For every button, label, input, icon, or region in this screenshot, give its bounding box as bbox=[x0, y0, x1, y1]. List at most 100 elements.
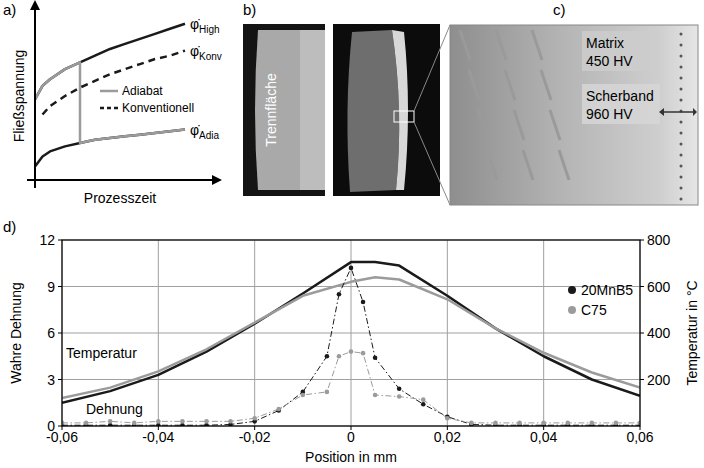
indent bbox=[680, 33, 683, 36]
series-marker bbox=[156, 419, 161, 424]
x-tick-label: -0,04 bbox=[142, 429, 174, 445]
x-axis bbox=[27, 179, 214, 181]
texture bbox=[523, 150, 533, 180]
panel-label: c) bbox=[553, 1, 566, 18]
legend-label: C75 bbox=[581, 302, 607, 318]
curve-label-sub: Konv bbox=[199, 51, 222, 62]
series-marker bbox=[204, 419, 209, 424]
plot-frame bbox=[62, 240, 640, 426]
y2-tick-label: 400 bbox=[647, 325, 671, 341]
series-marker bbox=[252, 416, 257, 421]
series-marker bbox=[180, 419, 185, 424]
series-line bbox=[35, 130, 185, 167]
legend-swatch bbox=[100, 90, 118, 93]
photo bbox=[333, 24, 440, 196]
series-marker bbox=[132, 421, 137, 426]
indent bbox=[680, 77, 683, 80]
series-marker bbox=[349, 349, 354, 354]
legend-swatch bbox=[568, 306, 576, 314]
y2-tick bbox=[640, 379, 644, 380]
zoom-box bbox=[394, 111, 414, 122]
x-axis-title: Prozesszeit bbox=[84, 190, 156, 206]
series-marker bbox=[565, 421, 570, 426]
zoom-line bbox=[414, 25, 450, 111]
legend-swatch bbox=[568, 286, 576, 294]
photo-label: Trennfläche bbox=[263, 73, 279, 147]
indent bbox=[680, 176, 683, 179]
series-marker bbox=[301, 393, 306, 398]
y-tick-label: 9 bbox=[47, 279, 55, 295]
indent bbox=[680, 154, 683, 157]
x-axis-title: Position in mm bbox=[305, 449, 397, 465]
annotation: Dehnung bbox=[86, 401, 143, 417]
indent bbox=[680, 55, 683, 58]
indent bbox=[680, 187, 683, 190]
photo-label: 960 HV bbox=[586, 106, 633, 122]
y2-tick-label: 600 bbox=[647, 279, 671, 295]
series-marker bbox=[84, 421, 89, 426]
indent bbox=[680, 143, 683, 146]
arrow bbox=[30, 0, 40, 10]
curve-label-sub: Adia bbox=[199, 130, 219, 141]
x-tick-label: 0,02 bbox=[434, 429, 461, 445]
curve-label-sub: High bbox=[199, 24, 220, 35]
curve-label: φ̇Konv bbox=[190, 43, 222, 62]
y-tick bbox=[58, 379, 62, 380]
indent bbox=[680, 99, 683, 102]
y2-tick bbox=[640, 240, 644, 241]
texture bbox=[505, 70, 515, 100]
y2-tick-label: 800 bbox=[647, 232, 671, 248]
figure: a)FließspannungProzesszeitφ̇Highφ̇Adiaφ̇… bbox=[0, 0, 704, 468]
series-marker bbox=[373, 393, 378, 398]
label-ground bbox=[582, 31, 652, 71]
series-marker bbox=[421, 402, 426, 407]
series-line bbox=[62, 268, 640, 425]
series-marker bbox=[541, 421, 546, 426]
y-axis bbox=[34, 8, 36, 188]
y-tick-label: 6 bbox=[47, 325, 55, 341]
y-tick-label: 3 bbox=[47, 372, 55, 388]
arrow-head bbox=[693, 108, 697, 116]
texture bbox=[487, 150, 497, 180]
texture bbox=[559, 150, 569, 180]
legend-label: 20MnB5 bbox=[581, 282, 633, 298]
series-marker bbox=[614, 421, 619, 426]
grid-line bbox=[62, 333, 640, 334]
series-marker bbox=[590, 421, 595, 426]
indent bbox=[680, 88, 683, 91]
texture bbox=[514, 110, 524, 140]
series-line bbox=[62, 352, 640, 423]
series-marker bbox=[517, 421, 522, 426]
curve-label: φ̇High bbox=[190, 16, 220, 35]
micrograph bbox=[450, 25, 698, 205]
photo-part bbox=[300, 30, 325, 190]
series-marker bbox=[325, 390, 330, 395]
series-marker bbox=[337, 354, 342, 359]
y-tick bbox=[58, 240, 62, 241]
series-marker bbox=[469, 421, 474, 426]
grid-line bbox=[62, 286, 640, 287]
indent bbox=[680, 198, 683, 201]
panel-label: b) bbox=[243, 1, 256, 18]
series-marker bbox=[421, 397, 426, 402]
texture bbox=[460, 30, 470, 60]
series-line bbox=[35, 24, 185, 100]
series-marker bbox=[397, 387, 402, 392]
series-marker bbox=[325, 354, 330, 359]
y-axis-title: Wahre Dehnung bbox=[8, 282, 24, 383]
arrow bbox=[664, 111, 693, 113]
texture bbox=[469, 70, 479, 100]
plot-marks bbox=[35, 24, 185, 167]
photo-part bbox=[255, 30, 325, 190]
x-tick-label: 0,06 bbox=[626, 429, 653, 445]
series-marker bbox=[349, 266, 354, 271]
series-marker bbox=[493, 421, 498, 426]
plot-marks bbox=[62, 262, 640, 426]
indent bbox=[680, 66, 683, 69]
x-tick-label: -0,02 bbox=[239, 429, 271, 445]
photo-label: 450 HV bbox=[586, 53, 633, 69]
texture bbox=[550, 110, 560, 140]
series-marker bbox=[276, 407, 281, 412]
photo-label: Matrix bbox=[586, 35, 624, 51]
photo-part bbox=[347, 30, 399, 192]
